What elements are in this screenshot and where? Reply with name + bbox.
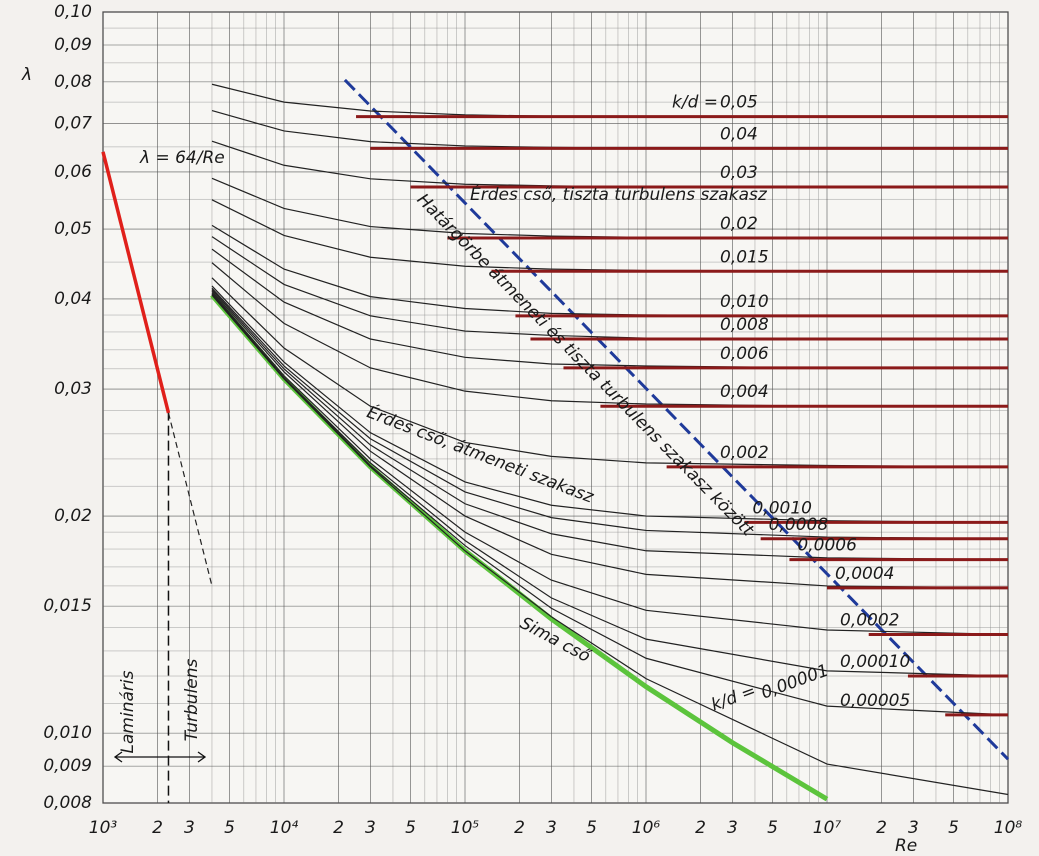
- series-label: 0,002: [720, 443, 769, 463]
- x-tick-label: 2: [876, 818, 887, 838]
- x-tick-label: 2: [152, 818, 163, 838]
- curve: [211, 293, 1009, 716]
- y-tick-label: 0,08: [54, 72, 92, 92]
- x-tick-label: 5: [767, 818, 778, 838]
- x-tick-label: 3: [546, 818, 557, 838]
- curve: [211, 287, 1009, 540]
- y-axis-label: λ: [21, 65, 32, 85]
- x-tick-label: 5: [948, 818, 959, 838]
- series-label: 0,00010: [840, 652, 910, 672]
- annotation: Turbulens: [182, 658, 202, 741]
- x-tick-label: 10⁴: [270, 818, 299, 838]
- y-tick-label: 0,07: [54, 114, 92, 134]
- x-tick-label: 3: [365, 818, 376, 838]
- y-tick-label: 0,05: [54, 219, 92, 239]
- k-label: k/d =: [672, 93, 718, 113]
- y-tick-label: 0,015: [43, 596, 92, 616]
- x-tick-label: 10⁸: [994, 818, 1023, 838]
- series-label: 0,05: [720, 93, 758, 113]
- curve: [211, 290, 1009, 589]
- series-label: 0,03: [720, 163, 758, 183]
- x-tick-label: 10⁶: [632, 818, 661, 838]
- curve: [343, 78, 1010, 761]
- series-label: 0,004: [720, 382, 769, 402]
- annotation: Érdes cső, tiszta turbulens szakasz: [470, 183, 768, 205]
- series-label: 0,0004: [835, 564, 894, 584]
- x-axis-label: Re: [895, 836, 917, 856]
- curve: [211, 294, 1009, 796]
- y-tick-label: 0,04: [54, 289, 92, 309]
- arrow: [113, 751, 207, 763]
- series-label: 0,0008: [769, 515, 829, 535]
- y-tick-label: 0,010: [43, 723, 92, 743]
- x-tick-label: 2: [333, 818, 344, 838]
- y-tick-label: 0,03: [54, 379, 92, 399]
- series-label: 0,015: [720, 247, 769, 267]
- laminar-label: λ = 64/Re: [139, 148, 225, 168]
- x-tick-label: 5: [405, 818, 416, 838]
- y-tick-label: 0,10: [54, 2, 92, 22]
- y-tick-label: 0,008: [43, 793, 92, 813]
- series-label: 0,0010: [752, 498, 811, 518]
- series-label: 0,006: [720, 344, 769, 364]
- x-tick-label: 3: [908, 818, 919, 838]
- curve: [211, 285, 1009, 523]
- curve: [211, 277, 1009, 468]
- series-label: 0,0006: [797, 536, 857, 556]
- x-tick-label: 10³: [89, 818, 118, 838]
- series-label: 0,008: [720, 315, 769, 335]
- curve: [211, 292, 1009, 636]
- y-tick-label: 0,09: [54, 35, 92, 55]
- x-tick-label: 10⁷: [813, 818, 842, 838]
- series-label: 0,00005: [840, 691, 910, 711]
- series-label: 0,010: [720, 292, 769, 312]
- y-tick-label: 0,06: [54, 162, 92, 182]
- x-tick-label: 5: [224, 818, 235, 838]
- x-tick-label: 10⁵: [451, 818, 480, 838]
- x-tick-label: 5: [586, 818, 597, 838]
- series-label: 0,04: [720, 124, 758, 144]
- y-tick-label: 0,02: [54, 506, 92, 526]
- x-tick-label: 3: [727, 818, 738, 838]
- annotation: Lamináris: [118, 670, 138, 753]
- curve: [101, 151, 171, 414]
- series-label: 0,0002: [840, 611, 899, 631]
- series-label: 0,02: [720, 214, 758, 234]
- x-tick-label: 3: [184, 818, 195, 838]
- x-tick-label: 2: [695, 818, 706, 838]
- x-tick-label: 2: [514, 818, 525, 838]
- y-tick-label: 0,009: [43, 756, 92, 776]
- curve: [211, 289, 1009, 561]
